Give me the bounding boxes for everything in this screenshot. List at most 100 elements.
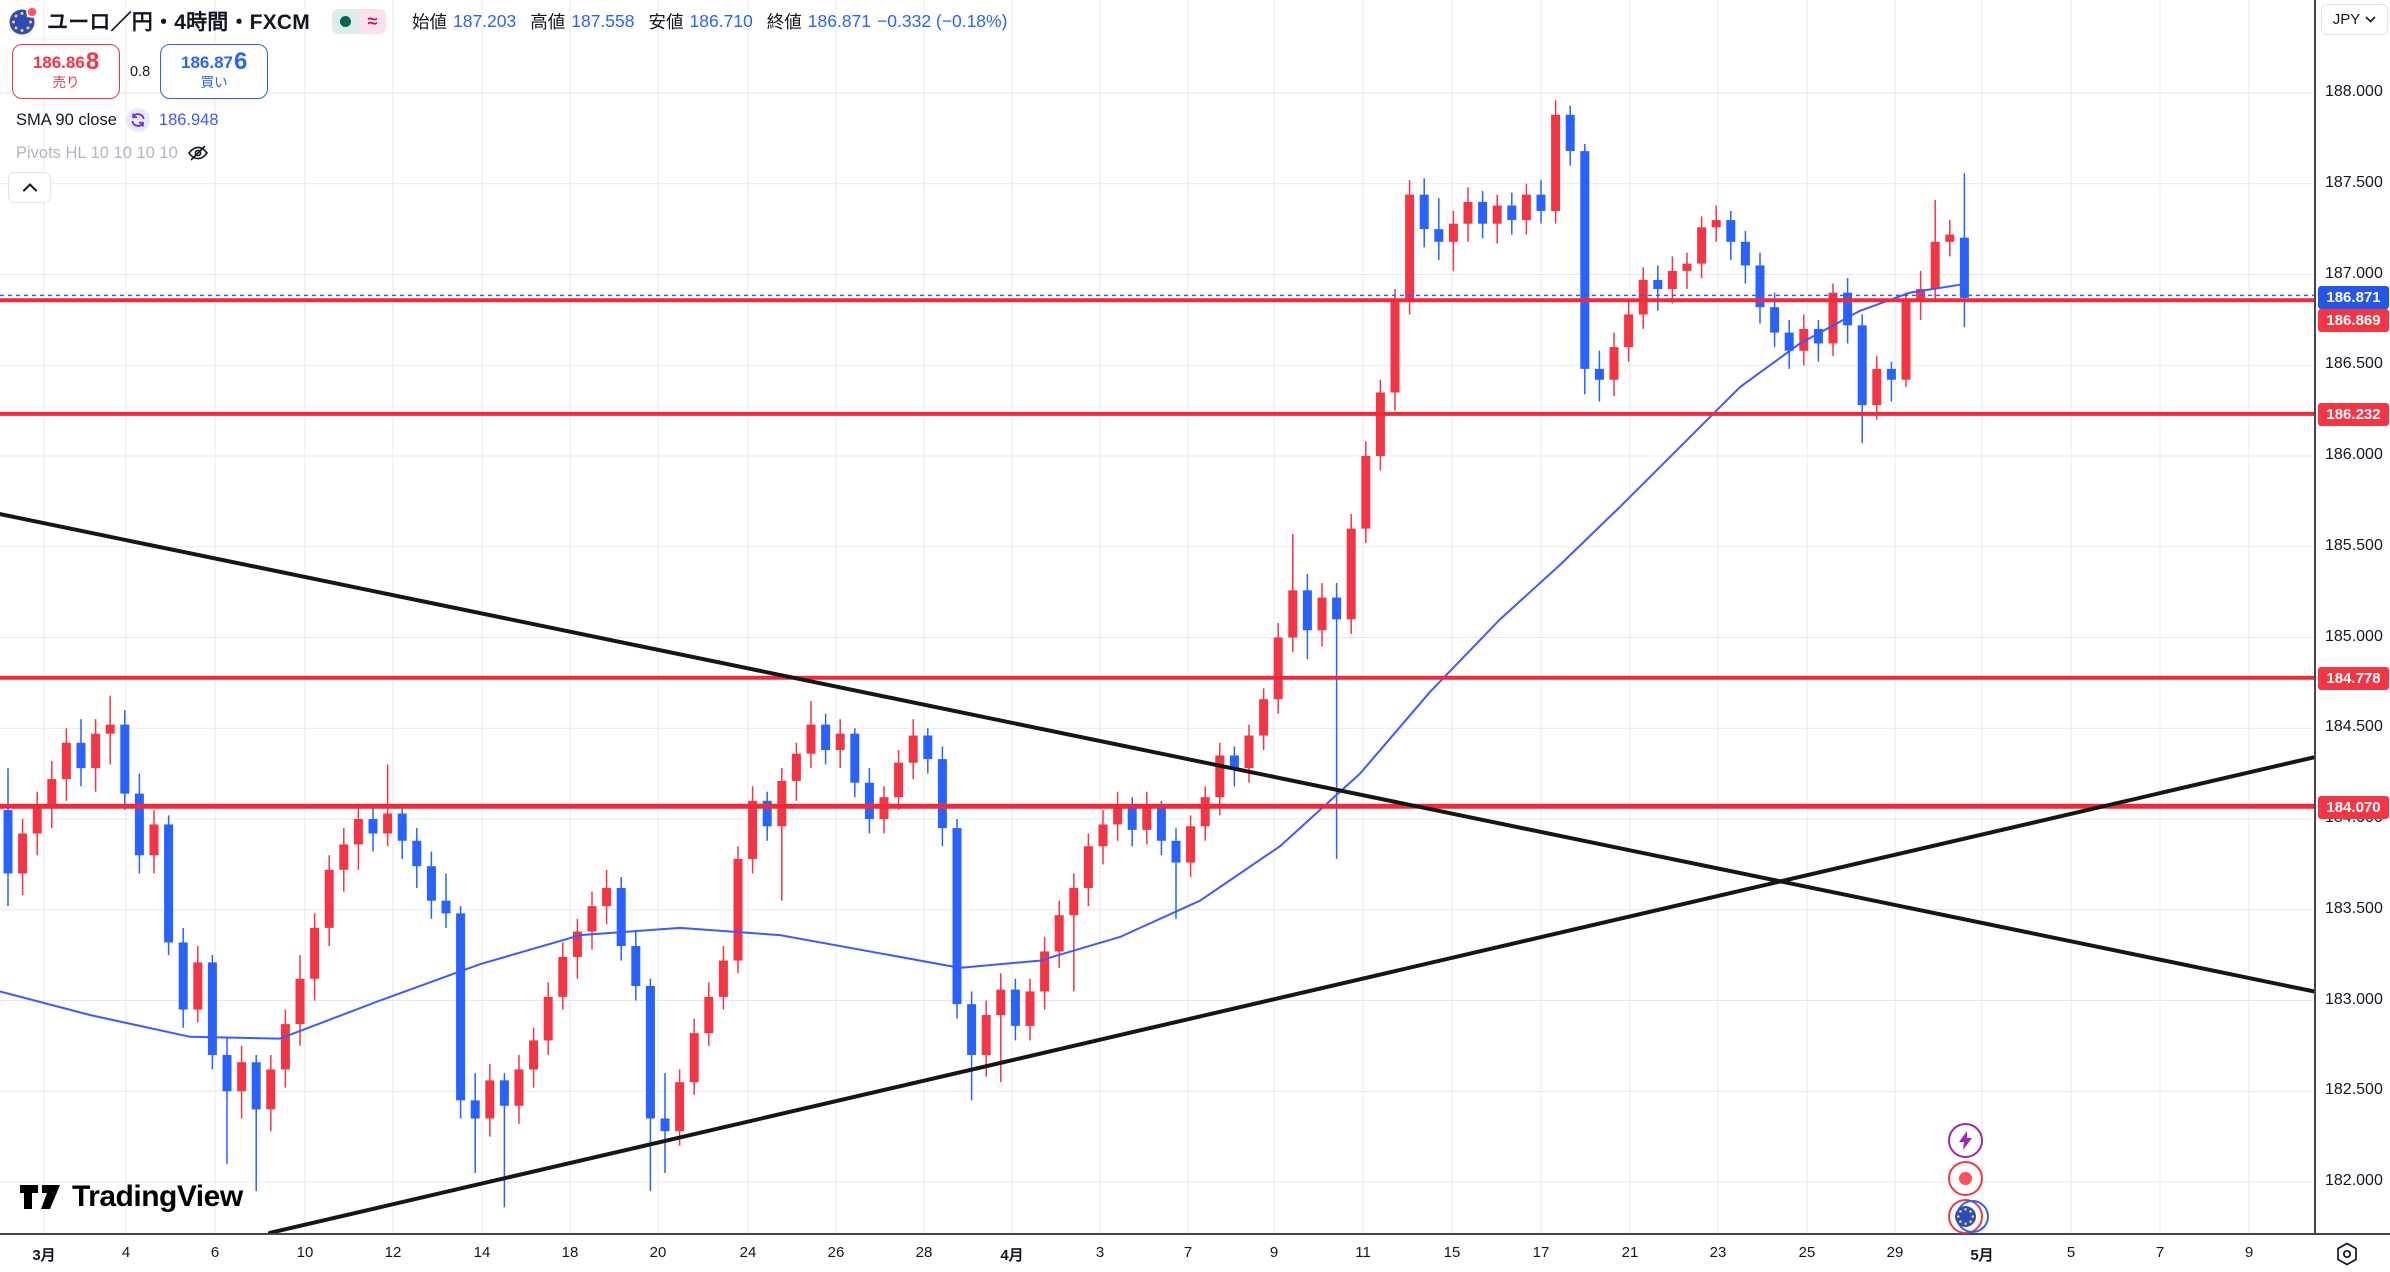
- candle-body: [1040, 951, 1050, 992]
- candle-body: [237, 1062, 247, 1092]
- candle-body: [1098, 824, 1108, 847]
- candle-body: [105, 724, 115, 734]
- record-button[interactable]: [1948, 1161, 1983, 1196]
- candle-body: [558, 956, 568, 997]
- candle-body: [1273, 637, 1283, 700]
- candle-body: [1259, 699, 1269, 736]
- candle-body: [1434, 229, 1444, 242]
- price-axis[interactable]: JPY 188.000 187.500 187.000 186.500 186.000 1…: [2314, 0, 2390, 1233]
- high-value: 187.558: [571, 10, 635, 31]
- price-tick-label: 182.500: [2325, 1081, 2383, 1099]
- candle-body: [1025, 991, 1035, 1026]
- candle-body: [1054, 915, 1064, 952]
- candle-body: [1565, 114, 1575, 152]
- time-tick-label: 9: [1269, 1244, 1279, 1261]
- candle-body: [1667, 270, 1677, 290]
- candle-body: [1346, 528, 1356, 620]
- candle-body: [1959, 237, 1969, 298]
- sma-value: 186.948: [158, 110, 219, 129]
- open-label: 始値: [411, 11, 447, 32]
- candle-body: [762, 800, 772, 827]
- candle-body: [280, 1024, 290, 1070]
- candle-body: [1492, 205, 1502, 224]
- sma-indicator-title[interactable]: SMA 90 close: [16, 110, 117, 129]
- candle-body: [1624, 314, 1634, 348]
- candle-body: [164, 824, 174, 943]
- candle-body: [1244, 735, 1254, 769]
- symbol-quick-button[interactable]: [1948, 1199, 1989, 1234]
- candle-body: [1521, 194, 1531, 221]
- price-tick-label: 185.500: [2325, 536, 2383, 554]
- candle-body: [572, 931, 582, 957]
- candle-body: [791, 753, 801, 781]
- currency-selector[interactable]: JPY: [2321, 4, 2388, 35]
- lightning-button[interactable]: [1948, 1123, 1983, 1158]
- candle-body: [1419, 194, 1429, 230]
- candle-body: [718, 960, 728, 997]
- candle-body: [981, 1015, 991, 1055]
- ascending-trendline[interactable]: [268, 755, 2314, 1233]
- candle-body: [1755, 265, 1765, 308]
- eye-hidden-icon[interactable]: [187, 143, 209, 163]
- price-tick-label: 183.500: [2325, 899, 2383, 917]
- sell-button[interactable]: 186.86 8 売り: [12, 44, 120, 99]
- candle-body: [733, 858, 743, 961]
- candle-body: [207, 962, 217, 1055]
- price-tick-label: 185.000: [2325, 627, 2383, 645]
- sell-price-pip: 8: [85, 48, 100, 76]
- candle-body: [91, 733, 101, 769]
- symbol-title[interactable]: ユーロ／円・4時間・FXCM: [47, 11, 310, 34]
- chart-canvas[interactable]: [0, 0, 2314, 1233]
- indicator-row-pivots: Pivots HL 10 10 10 10: [16, 143, 209, 163]
- candle-body: [1463, 201, 1473, 224]
- symbol-logo-icon[interactable]: [8, 5, 39, 37]
- candle-body: [967, 1004, 977, 1055]
- pivots-indicator-title[interactable]: Pivots HL 10 10 10 10: [16, 143, 178, 162]
- candle-body: [1594, 368, 1604, 380]
- candle-body: [1507, 205, 1517, 221]
- candle-body: [32, 808, 42, 834]
- buy-button[interactable]: 186.87 6 買い: [160, 44, 269, 99]
- candle-body: [616, 887, 626, 947]
- candle-body: [1215, 755, 1225, 798]
- axis-settings-icon[interactable]: [2334, 1241, 2360, 1272]
- time-tick-label: 5月: [1970, 1247, 1994, 1264]
- candle-body: [1375, 392, 1385, 456]
- time-tick-label: 11: [1355, 1244, 1371, 1261]
- time-tick-label: 18: [561, 1244, 579, 1261]
- time-tick-label: 21: [1621, 1244, 1639, 1261]
- candle-body: [193, 962, 203, 1010]
- price-badge: 184.070: [2318, 796, 2389, 819]
- candle-body: [76, 742, 86, 769]
- refresh-icon[interactable]: [125, 108, 150, 132]
- market-open-icon[interactable]: [331, 8, 359, 34]
- candle-body: [368, 819, 378, 834]
- time-axis[interactable]: 3月 4 6 10 12 14 18 20 24 26 28 4月 3 7 9 11 15 17 21 23 25 29 5…: [0, 1233, 2390, 1272]
- candle-body: [1930, 241, 1940, 290]
- candle-body: [18, 833, 28, 874]
- approx-price-icon[interactable]: ≈: [358, 8, 386, 34]
- time-tick-label: 28: [915, 1244, 933, 1261]
- candle-body: [1609, 347, 1619, 380]
- candle-body: [1945, 234, 1955, 242]
- candle-body: [310, 927, 320, 979]
- time-tick-label: 25: [1798, 1244, 1816, 1261]
- candle-body: [61, 742, 71, 780]
- sell-label: 売り: [52, 74, 80, 90]
- candle-body: [894, 762, 904, 798]
- time-tick-label: 9: [2244, 1244, 2254, 1261]
- record-dot-icon: [1959, 1172, 1972, 1185]
- candle-body: [120, 724, 130, 794]
- candle-body: [470, 1100, 480, 1119]
- candle-body: [996, 989, 1006, 1016]
- candle-body: [251, 1062, 261, 1110]
- legend-collapse-button[interactable]: [8, 172, 51, 203]
- candle-body: [1302, 590, 1312, 631]
- descending-trendline[interactable]: [0, 512, 2314, 994]
- candle-body: [923, 735, 933, 760]
- lightning-icon: [1959, 1131, 1972, 1150]
- candle-body: [689, 1033, 699, 1083]
- candle-body: [1478, 201, 1488, 224]
- close-label: 終値: [766, 11, 802, 32]
- time-tick-label: 29: [1886, 1244, 1904, 1261]
